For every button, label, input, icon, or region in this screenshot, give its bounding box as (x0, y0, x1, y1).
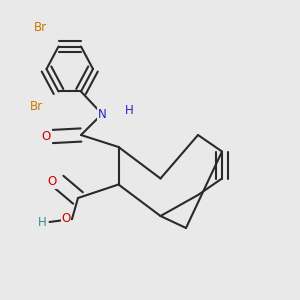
Text: Br: Br (34, 21, 47, 34)
Text: Br: Br (29, 100, 43, 113)
Text: O: O (61, 212, 70, 226)
Text: O: O (48, 175, 57, 188)
Text: N: N (98, 107, 106, 121)
Text: H: H (38, 215, 46, 229)
Text: O: O (42, 130, 51, 143)
Text: H: H (124, 104, 134, 117)
